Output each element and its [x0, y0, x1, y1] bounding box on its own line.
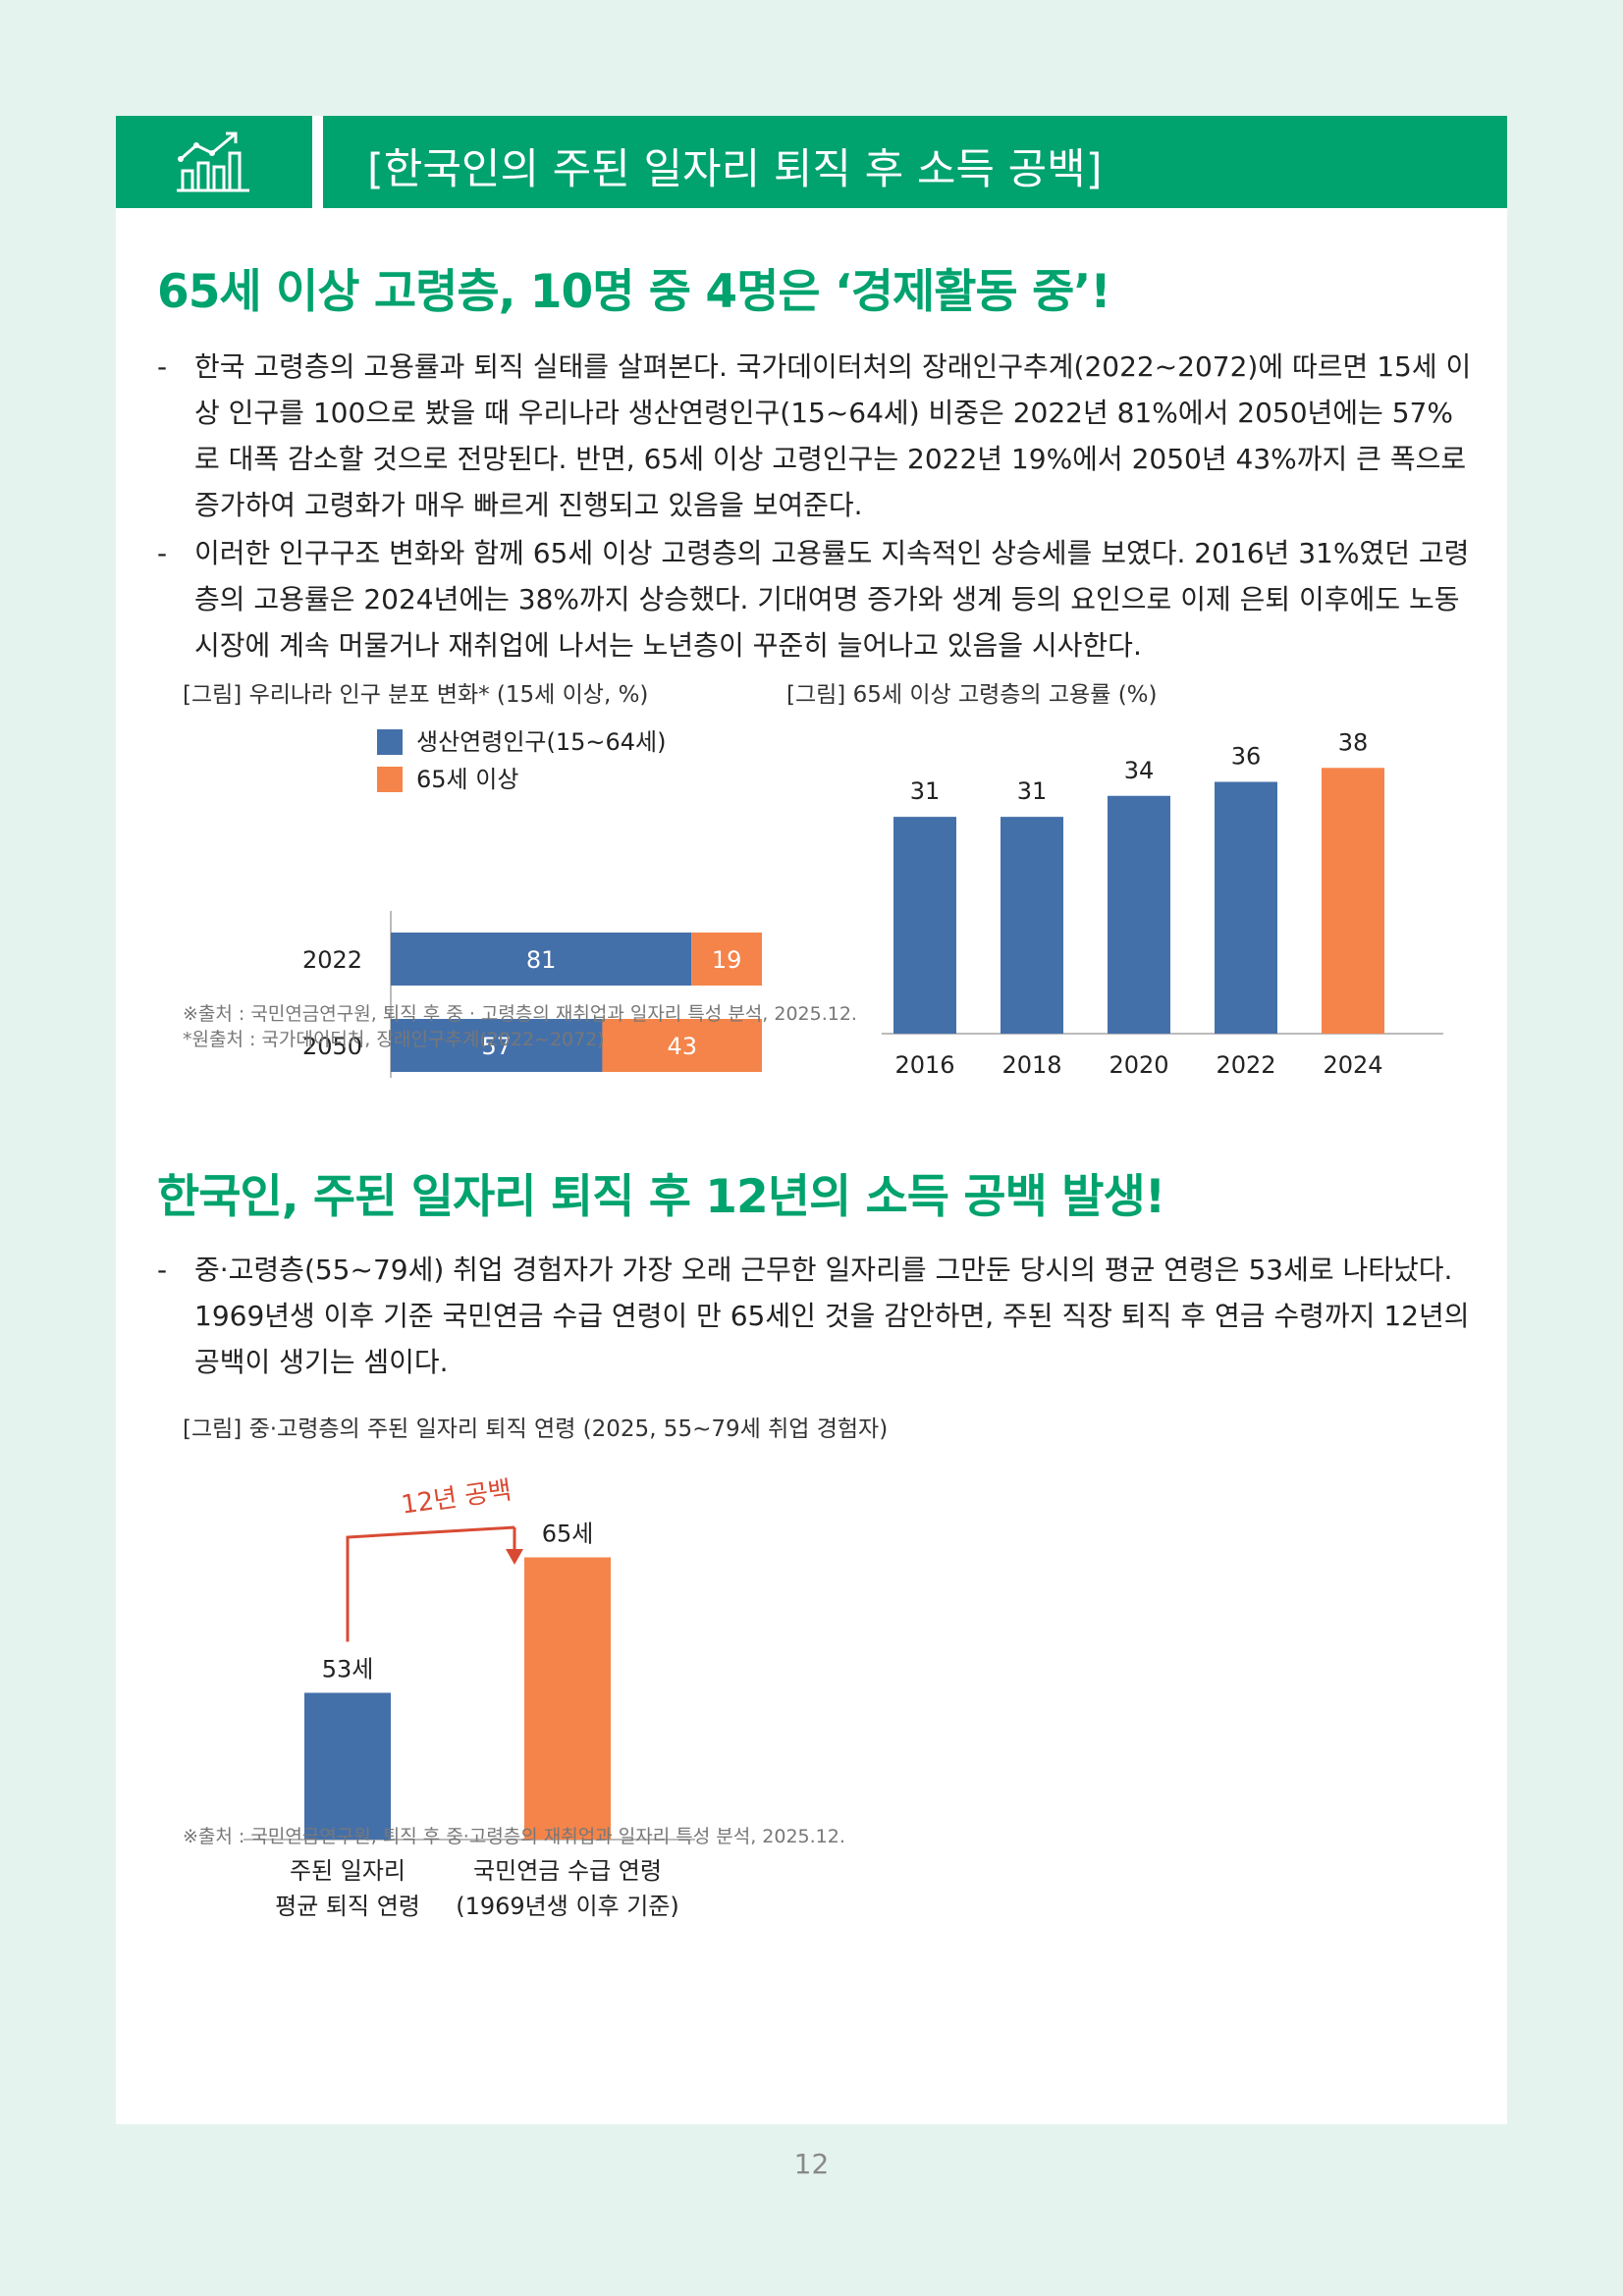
bullet-dash: - — [157, 1254, 168, 1286]
chart3-data-label: 53세 — [322, 1656, 374, 1683]
chart3-caption: [그림] 중·고령층의 주된 일자리 퇴직 연령 (2025, 55~79세 취… — [183, 1416, 889, 1442]
source-note-1: ※출처 : 국민연금연구원, 퇴직 후 중 · 고령층의 재취업과 일자리 특성… — [183, 1003, 857, 1025]
chart1-bar-segment — [691, 933, 762, 986]
chart2-bar — [1001, 817, 1063, 1034]
bullet-dash: - — [157, 350, 168, 383]
chart2-data-label: 38 — [1338, 728, 1369, 756]
chart3-bracket — [346, 1525, 515, 1642]
header-bar: [한국인의 주된 일자리 퇴직 후 소득 공백] — [116, 116, 1507, 208]
chart2-data-label: 31 — [1017, 777, 1048, 805]
chart3-tick-label: (1969년생 이후 기준) — [456, 1893, 679, 1920]
chart1-bar-segment — [391, 933, 692, 986]
legend-swatch — [377, 729, 403, 755]
legend-label: 생산연령인구(15~64세) — [416, 728, 667, 756]
section2-title: 한국인, 주된 일자리 퇴직 후 12년의 소득 공백 발생! — [157, 1170, 1165, 1224]
header-title-box: [한국인의 주된 일자리 퇴직 후 소득 공백] — [323, 116, 1507, 208]
header-icon-box — [116, 116, 312, 208]
paragraph-text: 한국 고령층의 고용률과 퇴직 실태를 살펴본다. 국가데이터처의 장래인구추계… — [194, 350, 1472, 521]
chart1-caption: [그림] 우리나라 인구 분포 변화* (15세 이상, %) — [183, 682, 649, 708]
chart1-data-label: 19 — [712, 946, 742, 974]
chart1-data-label: 81 — [526, 946, 557, 974]
chart3-tick-label: 주된 일자리 — [290, 1857, 406, 1885]
chart2-bar — [1322, 768, 1384, 1034]
chart2-data-label: 34 — [1124, 757, 1155, 784]
legend-label: 65세 이상 — [416, 766, 519, 793]
chart2-tick-label: 2020 — [1109, 1051, 1168, 1079]
chart2-tick-label: 2018 — [1001, 1051, 1061, 1079]
section2-paragraph-1: - 중·고령층(55~79세) 취업 경험자가 가장 오래 근무한 일자리를 그… — [157, 1247, 1478, 1385]
chart1-stacked-bar: 2022 81 19 2050 57 43 — [302, 911, 762, 1078]
chart2-caption: [그림] 65세 이상 고령층의 고용률 (%) — [786, 682, 1158, 708]
chart3-bar — [304, 1692, 391, 1840]
page: [한국인의 주된 일자리 퇴직 후 소득 공백] 65세 이상 고령층, 10명… — [116, 116, 1507, 2124]
chart3-bar — [524, 1557, 611, 1840]
chart1-bar-segment — [391, 1019, 603, 1072]
legend-item-elderly: 65세 이상 — [377, 760, 518, 794]
growth-chart-icon — [177, 132, 249, 192]
chart2-bar — [893, 817, 956, 1034]
chart3-tick-label: 평균 퇴직 연령 — [275, 1893, 420, 1920]
source-note-2: *원출처 : 국가데이터처, 장래인구추계(2022~2072) — [183, 1029, 605, 1050]
paragraph-text: 중·고령층(55~79세) 취업 경험자가 가장 오래 근무한 일자리를 그만둔… — [194, 1254, 1470, 1378]
chart2-tick-label: 2024 — [1323, 1051, 1382, 1079]
source-note-3: ※출처 : 국민연금연구원, 퇴직 후 중·고령층의 재취업과 일자리 특성 분… — [183, 1826, 845, 1847]
chart3-tick-label: 국민연금 수급 연령 — [473, 1857, 662, 1885]
chart1-category-label: 2050 — [302, 1033, 362, 1060]
chart2-tick-label: 2022 — [1216, 1051, 1275, 1079]
chart3-annotation: 12년 공백 — [400, 1475, 514, 1520]
paragraph-text: 이러한 인구구조 변화와 함께 65세 이상 고령층의 고용률도 지속적인 상승… — [194, 537, 1470, 662]
chart1-data-label: 57 — [481, 1033, 512, 1060]
chart1-data-label: 43 — [667, 1033, 697, 1060]
section1-title: 65세 이상 고령층, 10명 중 4명은 ‘경제활동 중’! — [157, 265, 1111, 319]
chart2-data-label: 31 — [910, 777, 941, 805]
bullet-dash: - — [157, 537, 168, 569]
header-title: [한국인의 주된 일자리 퇴직 후 소득 공백] — [367, 145, 1103, 194]
chart2-bar — [1215, 781, 1277, 1034]
chart3-arrow-head — [506, 1549, 523, 1565]
chart2-data-label: 36 — [1231, 743, 1262, 771]
chart2-tick-label: 2016 — [894, 1051, 954, 1079]
chart1-bar-segment — [602, 1019, 762, 1072]
chart3-data-label: 65세 — [542, 1521, 594, 1548]
chart2-employment-bar: 31 2016 31 2018 34 2020 36 2022 38 2024 — [882, 728, 1443, 1079]
section1-paragraph-2: - 이러한 인구구조 변화와 함께 65세 이상 고령층의 고용률도 지속적인 … — [157, 530, 1478, 668]
chart2-bar — [1108, 795, 1170, 1034]
section1-paragraph-1: - 한국 고령층의 고용률과 퇴직 실태를 살펴본다. 국가데이터처의 장래인구… — [157, 344, 1478, 528]
page-number: 12 — [793, 2148, 830, 2180]
legend-swatch — [377, 767, 403, 792]
chart1-category-label: 2022 — [302, 946, 362, 974]
legend-item-working-age: 생산연령인구(15~64세) — [377, 722, 666, 757]
